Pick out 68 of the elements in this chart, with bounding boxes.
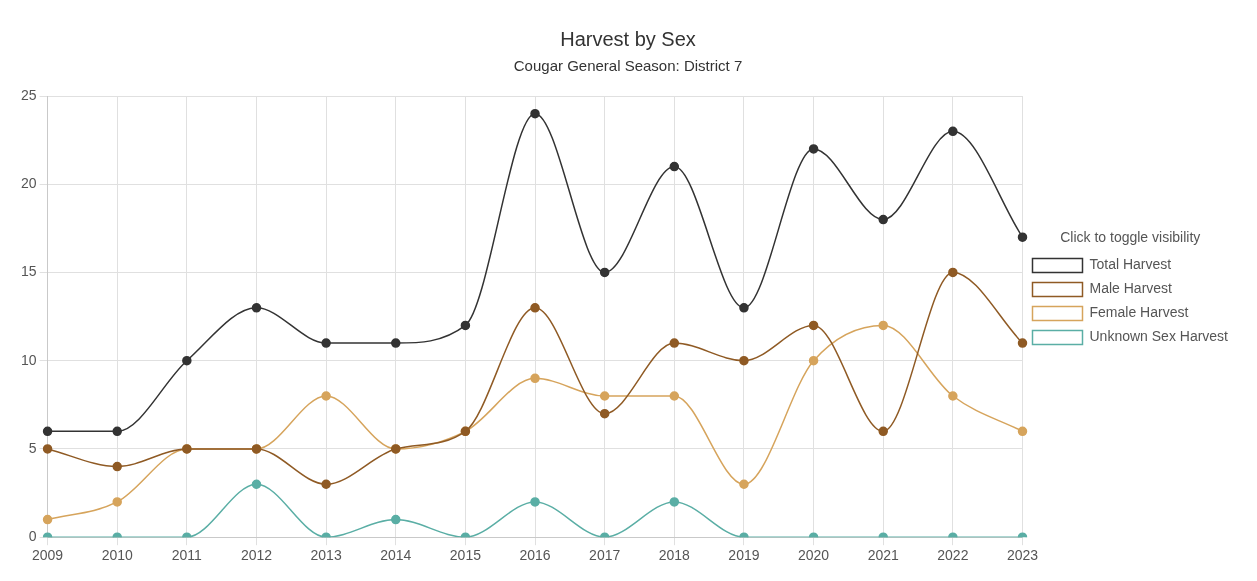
point: [251, 479, 262, 490]
point: [878, 320, 888, 331]
point: [182, 355, 192, 366]
point: [391, 514, 401, 525]
y-tick-label: 25: [20, 86, 37, 103]
point: [599, 391, 610, 401]
point: [1017, 426, 1028, 437]
x-tick-label: 2012: [240, 547, 273, 564]
point: [460, 320, 471, 331]
y-tick-label: 5: [28, 439, 37, 456]
point: [112, 497, 122, 507]
point: [530, 497, 540, 507]
point: [669, 391, 680, 401]
legend-label: Total Harvest: [1089, 256, 1172, 273]
point: [599, 408, 610, 419]
point: [42, 426, 53, 437]
point: [391, 338, 401, 348]
x-tick-label: 2017: [589, 547, 621, 564]
point: [42, 514, 53, 525]
point: [530, 303, 540, 313]
x-tick-label: 2018: [658, 547, 691, 564]
point: [112, 426, 122, 437]
point: [669, 161, 680, 172]
point: [321, 479, 331, 490]
chart-subtitle: Cougar General Season: District 7: [513, 57, 743, 75]
x-tick-label: 2009: [31, 547, 64, 564]
x-tick-label: 2019: [728, 547, 760, 564]
point: [739, 303, 749, 313]
point: [808, 320, 819, 331]
point: [808, 144, 819, 154]
legend-label: Male Harvest: [1089, 280, 1173, 297]
point: [599, 267, 610, 278]
point: [112, 461, 122, 472]
point: [669, 338, 680, 348]
point: [739, 479, 749, 490]
x-tick-label: 2020: [798, 547, 830, 564]
x-tick-label: 2015: [449, 547, 482, 564]
x-tick-label: 2016: [519, 547, 551, 564]
x-tick-label: 2013: [310, 547, 342, 564]
x-tick-label: 2014: [380, 547, 412, 564]
y-tick-label: 15: [20, 263, 37, 280]
point: [669, 497, 680, 507]
point: [878, 214, 888, 225]
x-tick-label: 2011: [171, 547, 203, 564]
point: [251, 303, 262, 313]
point: [530, 373, 540, 384]
point: [948, 267, 958, 278]
point: [321, 338, 331, 348]
point: [948, 126, 958, 137]
point: [1017, 232, 1028, 242]
point: [530, 108, 540, 119]
y-tick-label: 0: [28, 528, 37, 545]
point: [1017, 338, 1028, 348]
legend-title: Click to toggle visibility: [1060, 229, 1201, 246]
chart-title: Harvest by Sex: [560, 27, 696, 50]
point: [948, 391, 958, 401]
x-tick-label: 2010: [101, 547, 133, 564]
point: [739, 355, 749, 366]
y-tick-label: 20: [20, 175, 37, 192]
x-tick-label: 2022: [937, 547, 969, 564]
point: [808, 355, 819, 366]
x-tick-label: 2021: [867, 547, 899, 564]
point: [321, 391, 331, 401]
legend-label: Female Harvest: [1089, 304, 1189, 321]
point: [878, 426, 888, 437]
legend-label: Unknown Sex Harvest: [1089, 328, 1229, 345]
y-tick-label: 10: [20, 351, 37, 368]
x-tick-label: 2023: [1006, 547, 1039, 564]
